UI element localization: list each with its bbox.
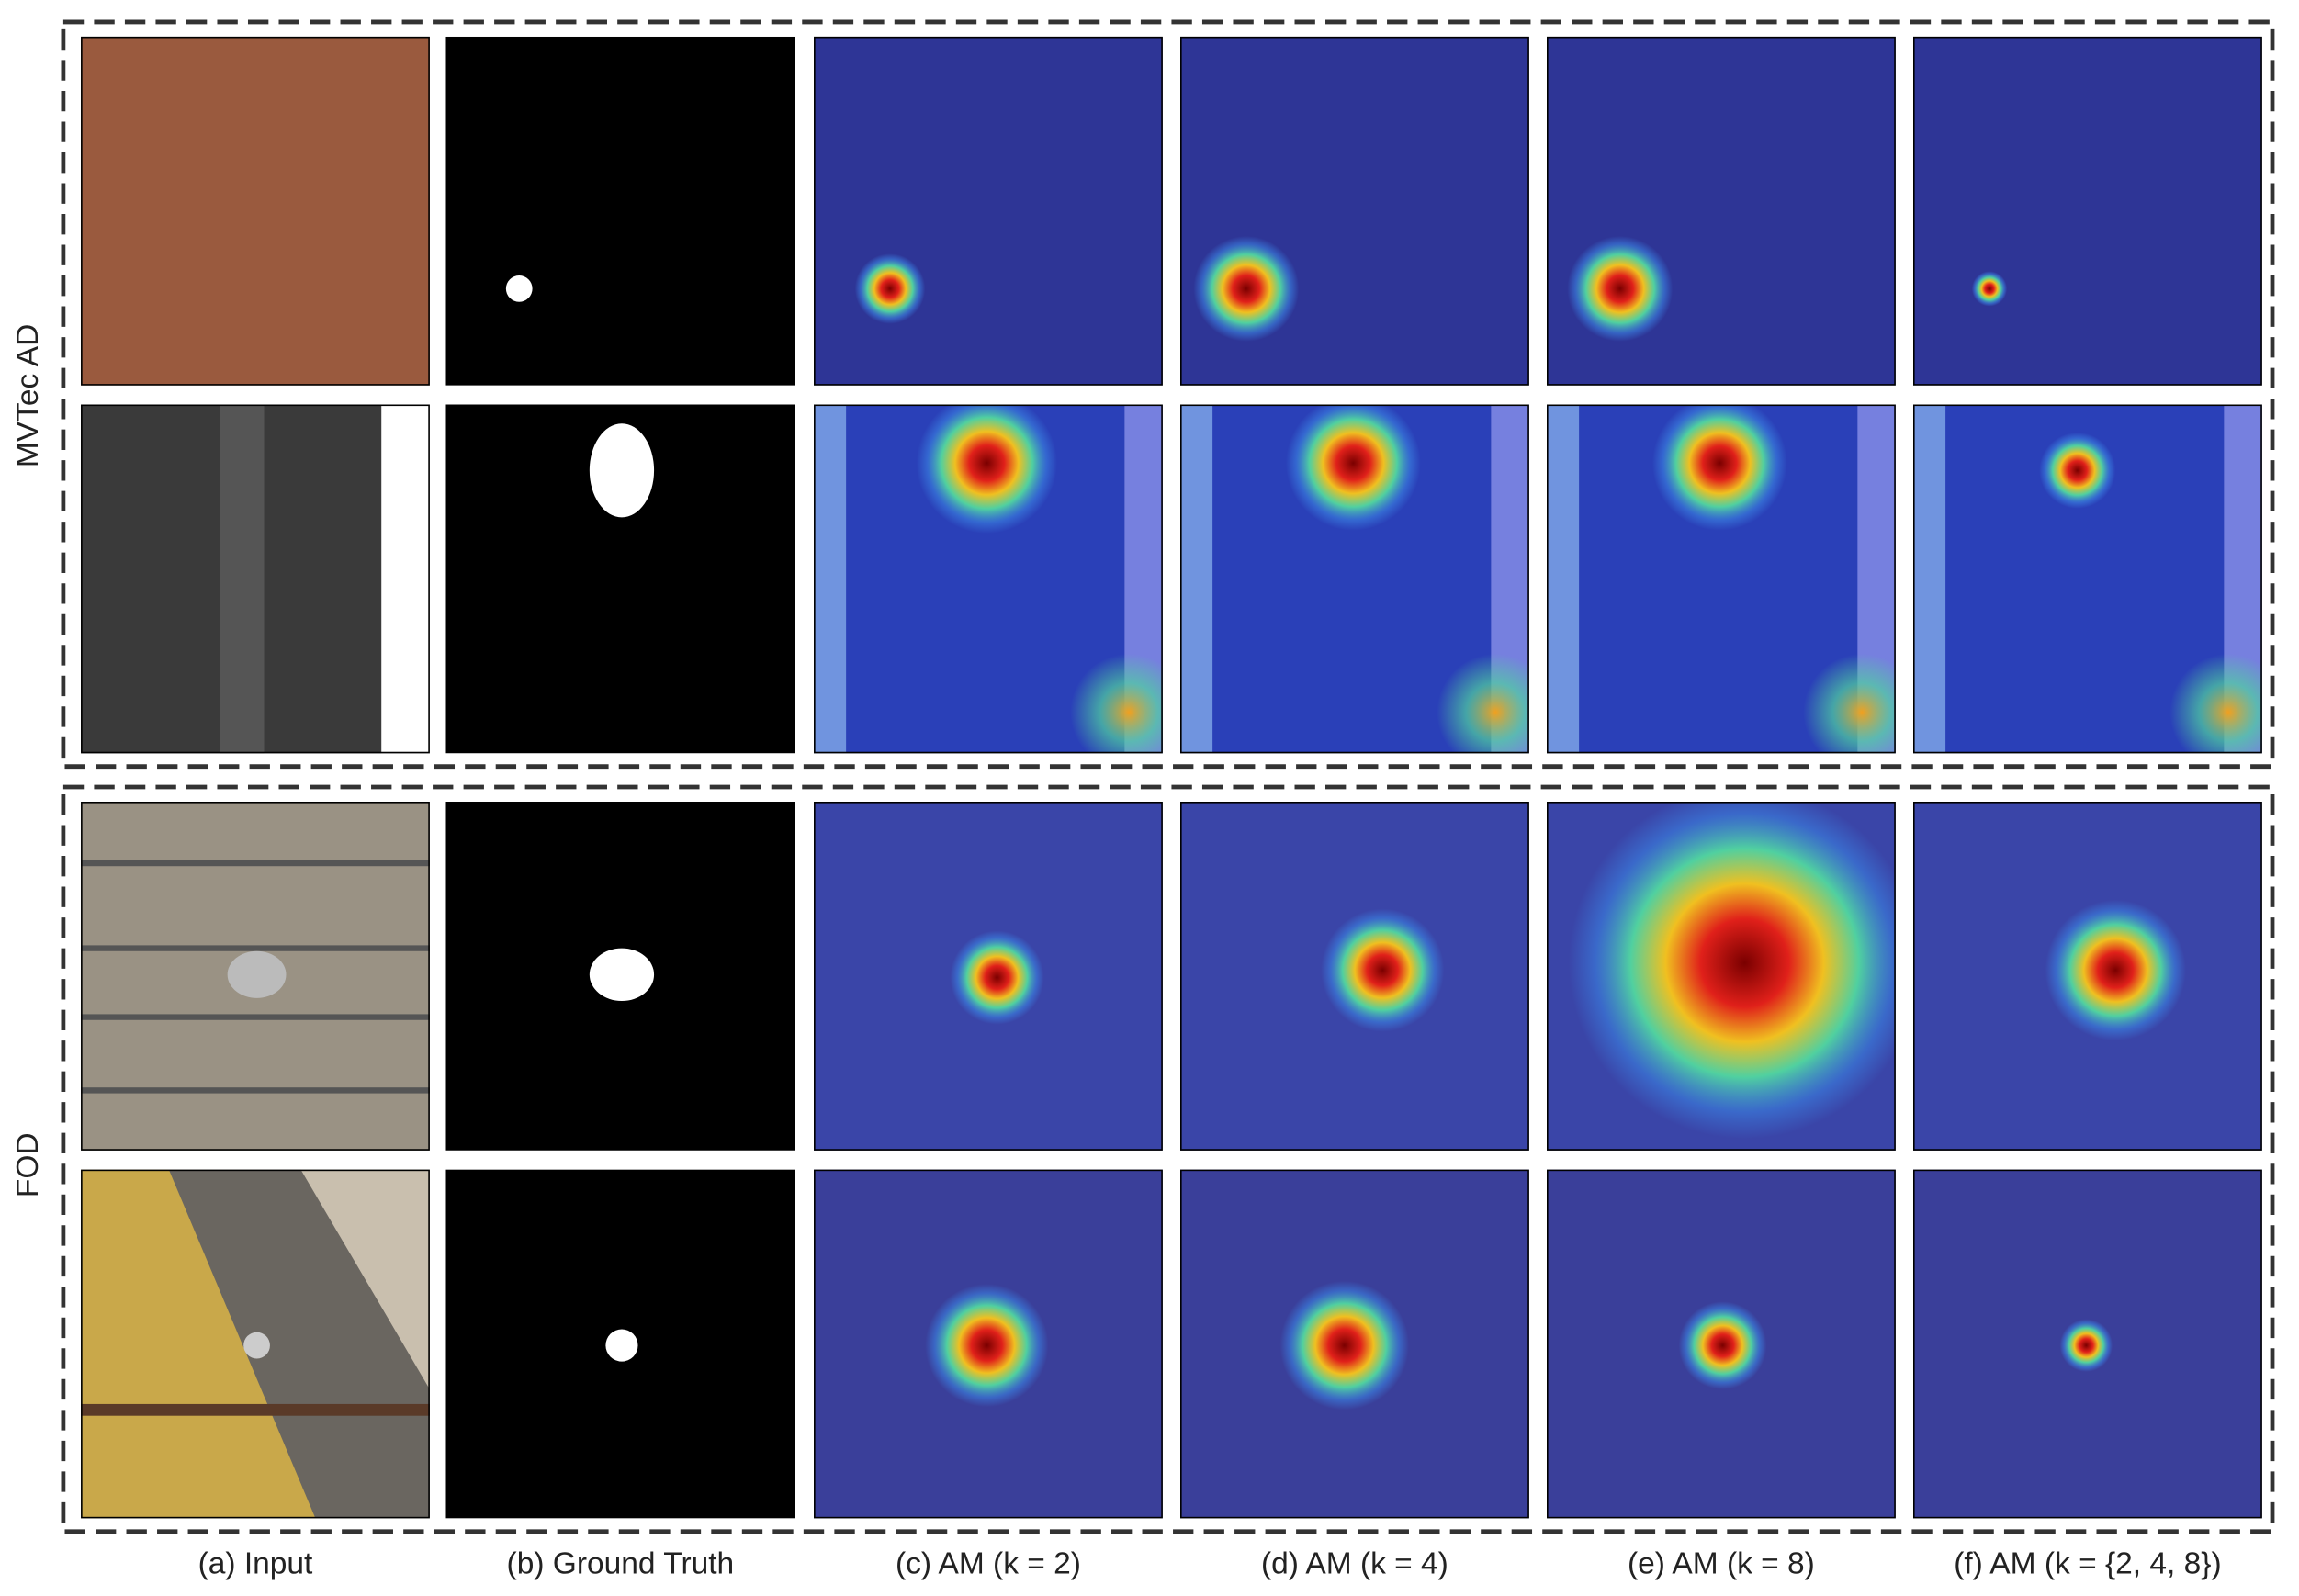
heat-spot (1803, 653, 1896, 754)
heat-spot (1569, 801, 1896, 1140)
image-panel (1912, 801, 2262, 1151)
heat-spot (1971, 271, 2008, 307)
image-panel (1180, 404, 1529, 754)
heat-spot (950, 930, 1044, 1025)
heat-spot (1279, 1280, 1409, 1411)
group-label: FOD (11, 1132, 45, 1197)
image-panel (1180, 801, 1529, 1151)
panel-border (81, 36, 430, 386)
image-panel (1547, 404, 1896, 754)
groove (81, 860, 430, 867)
heat-spot (2169, 653, 2262, 754)
object (227, 950, 287, 998)
gt-mask (505, 275, 533, 302)
background-strip (381, 404, 430, 754)
concrete (300, 1169, 430, 1389)
image-panel (81, 1169, 430, 1519)
edge-strip (814, 404, 847, 754)
heat-spot (2059, 1319, 2113, 1372)
object (243, 1332, 270, 1359)
image-panel (814, 36, 1163, 386)
heat-spot (1437, 653, 1529, 754)
image-panel (1547, 801, 1896, 1151)
groove (81, 945, 430, 951)
heat-spot (2045, 899, 2186, 1041)
zipper-teeth (220, 404, 265, 754)
image-panel (1912, 1169, 2262, 1519)
heat-spot (916, 404, 1057, 534)
gt-mask (589, 948, 655, 1002)
edge-strip (1912, 404, 1946, 754)
image-panel (814, 801, 1163, 1151)
image-panel (814, 1169, 1163, 1519)
edge-strip (1180, 404, 1213, 754)
heat-spot (1651, 404, 1787, 531)
column-label: (b) Ground Truth (507, 1546, 735, 1580)
heat-spot (925, 1284, 1049, 1408)
heat-spot (1678, 1301, 1767, 1389)
heat-spot (1567, 235, 1674, 342)
image-panel (81, 404, 430, 754)
groove (81, 1014, 430, 1020)
heat-spot (854, 253, 926, 324)
edge-strip (1547, 404, 1580, 754)
panel-border (81, 404, 430, 754)
image-panel (814, 404, 1163, 754)
heat-spot (1321, 908, 1445, 1032)
heat-spot (1070, 653, 1163, 754)
ground-truth (445, 36, 795, 386)
image-panel (1912, 36, 2262, 386)
gt-mask (589, 423, 655, 518)
yellow-marking (81, 1169, 316, 1519)
heat-spot (1193, 235, 1300, 342)
panel-border (81, 1169, 430, 1519)
image-panel (1547, 1169, 1896, 1519)
image-panel (81, 36, 430, 386)
image-panel (1180, 1169, 1529, 1519)
panel-border (81, 801, 430, 1151)
heatmap (1912, 36, 2262, 386)
image-panel (81, 801, 430, 1151)
image-panel (1180, 36, 1529, 386)
image-panel (1912, 404, 2262, 754)
group-label: MVTec AD (11, 324, 45, 467)
input-image (81, 36, 430, 386)
column-label: (c) AM (k = 2) (896, 1546, 1081, 1580)
column-label: (a) Input (198, 1546, 313, 1580)
image-panel (445, 1169, 795, 1519)
image-panel (445, 36, 795, 386)
column-label: (e) AM (k = 8) (1628, 1546, 1815, 1580)
crack (81, 1403, 430, 1416)
image-panel (445, 404, 795, 754)
image-panel (1547, 36, 1896, 386)
column-label: (f) AM (k = {2, 4, 8}) (1954, 1546, 2221, 1580)
groove (81, 1087, 430, 1094)
heat-spot (1285, 404, 1421, 531)
heatmap (814, 36, 1163, 386)
image-panel (445, 801, 795, 1151)
column-label: (d) AM (k = 4) (1261, 1546, 1448, 1580)
gt-mask (605, 1329, 638, 1362)
heat-spot (2039, 432, 2116, 509)
